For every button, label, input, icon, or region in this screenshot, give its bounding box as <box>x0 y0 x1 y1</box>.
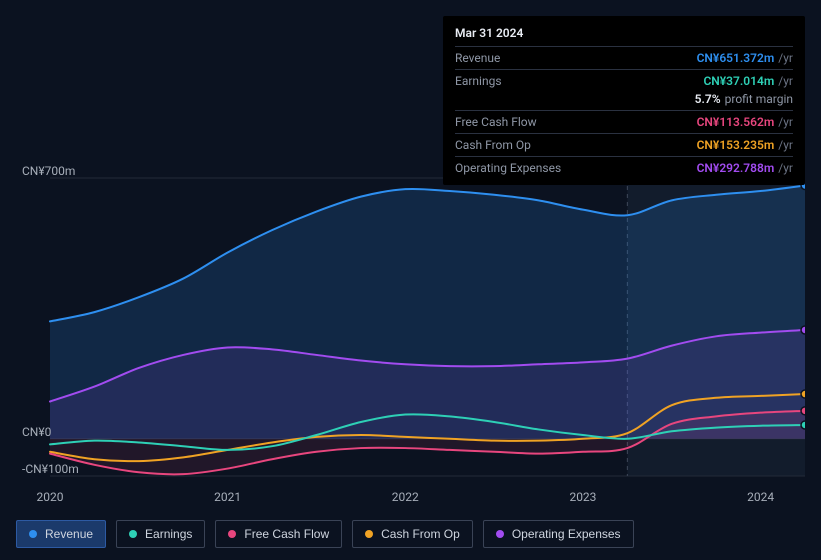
y-axis-label: CN¥700m <box>22 164 75 178</box>
tooltip-label: Operating Expenses <box>455 161 561 175</box>
tooltip-unit: /yr <box>778 74 793 88</box>
legend-item-cash_from_op[interactable]: Cash From Op <box>352 520 473 548</box>
tooltip-row-earnings: Earnings CN¥37.014m/yr <box>455 69 793 92</box>
legend-dot-icon <box>129 530 137 538</box>
tooltip-unit: /yr <box>778 51 793 65</box>
legend-dot-icon <box>29 530 37 538</box>
tooltip-label: Earnings <box>455 74 502 88</box>
tooltip-value: CN¥113.562m <box>697 115 775 129</box>
tooltip-label: Cash From Op <box>455 138 531 152</box>
tooltip-margin-pct: 5.7% <box>695 92 721 106</box>
legend-item-free_cash_flow[interactable]: Free Cash Flow <box>215 520 342 548</box>
x-axis-label: 2023 <box>569 490 596 504</box>
tooltip-value: CN¥37.014m <box>703 74 774 88</box>
tooltip-margin-label: profit margin <box>725 92 793 106</box>
tooltip-row-fcf: Free Cash Flow CN¥113.562m/yr <box>455 110 793 133</box>
x-axis-label: 2020 <box>37 490 64 504</box>
x-axis-label: 2022 <box>392 490 419 504</box>
x-axis-label: 2024 <box>747 490 774 504</box>
tooltip-unit: /yr <box>778 138 793 152</box>
legend-label: Cash From Op <box>381 527 460 541</box>
legend-dot-icon <box>365 530 373 538</box>
tooltip-unit: /yr <box>778 161 793 175</box>
legend-item-revenue[interactable]: Revenue <box>16 520 106 548</box>
legend-label: Revenue <box>45 527 93 541</box>
x-axis-labels: 2020 2021 2022 2023 2024 <box>16 490 805 510</box>
tooltip-row-cfo: Cash From Op CN¥153.235m/yr <box>455 133 793 156</box>
tooltip-unit: /yr <box>778 115 793 129</box>
tooltip-value: CN¥292.788m <box>697 161 775 175</box>
tooltip-row-opex: Operating Expenses CN¥292.788m/yr <box>455 156 793 179</box>
legend-label: Operating Expenses <box>512 527 621 541</box>
y-axis-label: CN¥0 <box>22 425 51 439</box>
y-axis-label: -CN¥100m <box>22 462 79 476</box>
legend-dot-icon <box>496 530 504 538</box>
tooltip-value: CN¥651.372m <box>697 51 775 65</box>
legend-label: Free Cash Flow <box>244 527 329 541</box>
tooltip-label: Revenue <box>455 51 500 65</box>
tooltip-value: CN¥153.235m <box>697 138 775 152</box>
legend-dot-icon <box>228 530 236 538</box>
legend: Revenue Earnings Free Cash Flow Cash From O… <box>16 520 634 548</box>
legend-item-earnings[interactable]: Earnings <box>116 520 205 548</box>
legend-label: Earnings <box>145 527 192 541</box>
tooltip-row-revenue: Revenue CN¥651.372m/yr <box>455 46 793 69</box>
legend-item-op_expenses[interactable]: Operating Expenses <box>483 520 634 548</box>
tooltip-date: Mar 31 2024 <box>455 26 793 40</box>
tooltip-row-margin: 5.7% profit margin <box>455 92 793 110</box>
x-axis-label: 2021 <box>214 490 241 504</box>
tooltip-label: Free Cash Flow <box>455 115 537 129</box>
tooltip-panel: Mar 31 2024 Revenue CN¥651.372m/yr Earni… <box>443 16 805 185</box>
